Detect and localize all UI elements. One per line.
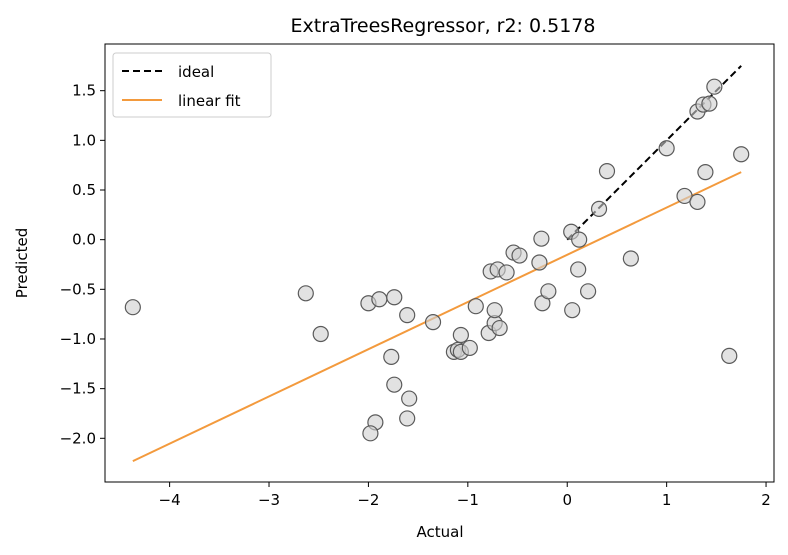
data-point [486, 302, 503, 319]
y-axis-label: Predicted [13, 228, 31, 298]
data-point [386, 376, 403, 393]
y-tick-label: −1.0 [60, 330, 96, 348]
data-point [580, 283, 597, 300]
x-axis: −4 −3 −2 −1 0 1 2 [159, 482, 771, 509]
data-point [452, 326, 469, 344]
data-point [590, 200, 608, 217]
y-tick-label: 0.5 [72, 181, 96, 199]
x-tick-label: 1 [662, 491, 672, 509]
ideal-line [566, 65, 742, 241]
data-point [401, 390, 418, 407]
data-point [383, 348, 400, 365]
legend: ideal linear fit [112, 52, 272, 118]
chart-title: ExtraTreesRegressor, r2: 0.5178 [291, 15, 596, 37]
data-point [721, 347, 738, 364]
data-point [424, 313, 442, 331]
x-tick-label: −3 [258, 491, 280, 509]
data-point [531, 254, 548, 271]
y-tick-label: 1.5 [72, 82, 96, 100]
data-point [399, 410, 416, 427]
y-tick-label: −2.0 [60, 429, 96, 447]
data-point [371, 291, 388, 308]
data-point [533, 230, 550, 247]
data-point [461, 339, 478, 357]
y-tick-label: 0.0 [72, 231, 96, 249]
data-point [598, 163, 616, 180]
x-tick-label: 2 [761, 491, 771, 509]
data-point [540, 283, 557, 300]
y-axis: −2.0 −1.5 −1.0 −0.5 0.0 0.5 1.0 1.5 [60, 82, 105, 447]
y-tick-label: −0.5 [60, 280, 96, 298]
y-tick-label: 1.0 [72, 131, 96, 149]
data-point [622, 250, 639, 267]
data-point [689, 193, 706, 211]
data-point [362, 425, 379, 442]
data-point [571, 231, 588, 248]
data-point [467, 298, 484, 315]
data-point [658, 140, 675, 157]
data-point [399, 307, 416, 324]
data-point [701, 95, 718, 112]
plot-border [104, 43, 775, 483]
points-layer [124, 78, 750, 442]
data-point [498, 264, 515, 281]
data-point [124, 299, 141, 316]
x-tick-label: 0 [562, 491, 572, 509]
data-point [297, 285, 314, 302]
data-point [386, 289, 403, 306]
data-point [564, 302, 581, 319]
data-point [697, 164, 714, 181]
y-tick-label: −1.5 [60, 380, 96, 398]
x-tick-label: −4 [159, 491, 181, 509]
legend-linear-fit-label: linear fit [178, 92, 241, 110]
x-tick-label: −2 [357, 491, 379, 509]
data-point [312, 325, 329, 343]
data-point [511, 247, 528, 264]
data-point [570, 261, 587, 278]
data-point [491, 319, 508, 337]
legend-ideal-label: ideal [178, 63, 214, 81]
data-point [733, 146, 750, 163]
data-point [706, 78, 723, 95]
x-axis-label: Actual [417, 523, 464, 541]
x-tick-label: −1 [457, 491, 479, 509]
